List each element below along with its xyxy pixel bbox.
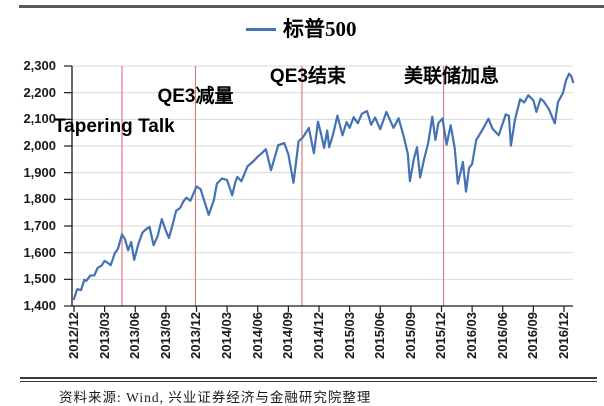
x-axis-label: 2013/09: [157, 312, 173, 359]
y-axis-label: 2,300: [23, 58, 56, 73]
x-axis-label: 2016/09: [525, 312, 541, 359]
y-axis-label: 1,900: [23, 164, 56, 180]
x-axis-label: 2015/03: [341, 312, 357, 359]
legend-label: 标普500: [283, 16, 357, 41]
y-axis-label: 2,100: [23, 111, 56, 127]
x-axis-label: 2015/06: [372, 312, 388, 359]
y-axis-label: 1,600: [23, 244, 56, 260]
x-axis-label: 2015/12: [433, 312, 449, 359]
event-label: 美联储加息: [404, 66, 500, 87]
x-axis-label: 2012/12: [66, 312, 81, 359]
y-axis-label: 2,000: [23, 138, 56, 153]
event-label: QE3减量: [157, 86, 234, 107]
y-axis-label: 1,800: [23, 191, 56, 207]
x-axis-label: 2013/03: [96, 312, 112, 359]
y-axis-label: 1,400: [23, 298, 56, 313]
y-axis-label: 1,700: [23, 218, 56, 233]
source-note: 资料来源: Wind, 兴业证券经济与金融研究院整理: [59, 390, 372, 405]
chart-legend: 标普500: [246, 14, 357, 44]
y-axis-label: 2,200: [23, 84, 56, 100]
x-axis-label: 2013/06: [127, 312, 143, 359]
bottom-divider: [20, 377, 597, 382]
event-label: QE3结束: [269, 66, 346, 87]
legend-line-swatch: [246, 27, 276, 31]
top-divider: [19, 5, 604, 8]
sp500-series-line: [72, 72, 575, 301]
x-axis-label: 2016/03: [464, 312, 480, 359]
x-axis-label: 2014/06: [249, 312, 265, 359]
x-axis-label: 2013/12: [188, 312, 204, 359]
y-axis-label: 1,500: [23, 271, 56, 287]
x-axis-label: 2015/09: [402, 312, 418, 359]
event-label: Tapering Talk: [53, 116, 175, 137]
x-axis-label: 2014/03: [219, 312, 235, 359]
x-axis-label: 2016/06: [494, 312, 510, 359]
x-axis-label: 2014/12: [310, 312, 326, 359]
x-axis-label: 2014/09: [280, 312, 296, 359]
x-axis-label: 2016/12: [555, 312, 571, 359]
